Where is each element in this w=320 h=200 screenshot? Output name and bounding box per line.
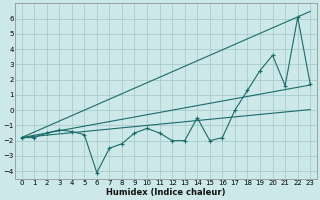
X-axis label: Humidex (Indice chaleur): Humidex (Indice chaleur) — [106, 188, 226, 197]
